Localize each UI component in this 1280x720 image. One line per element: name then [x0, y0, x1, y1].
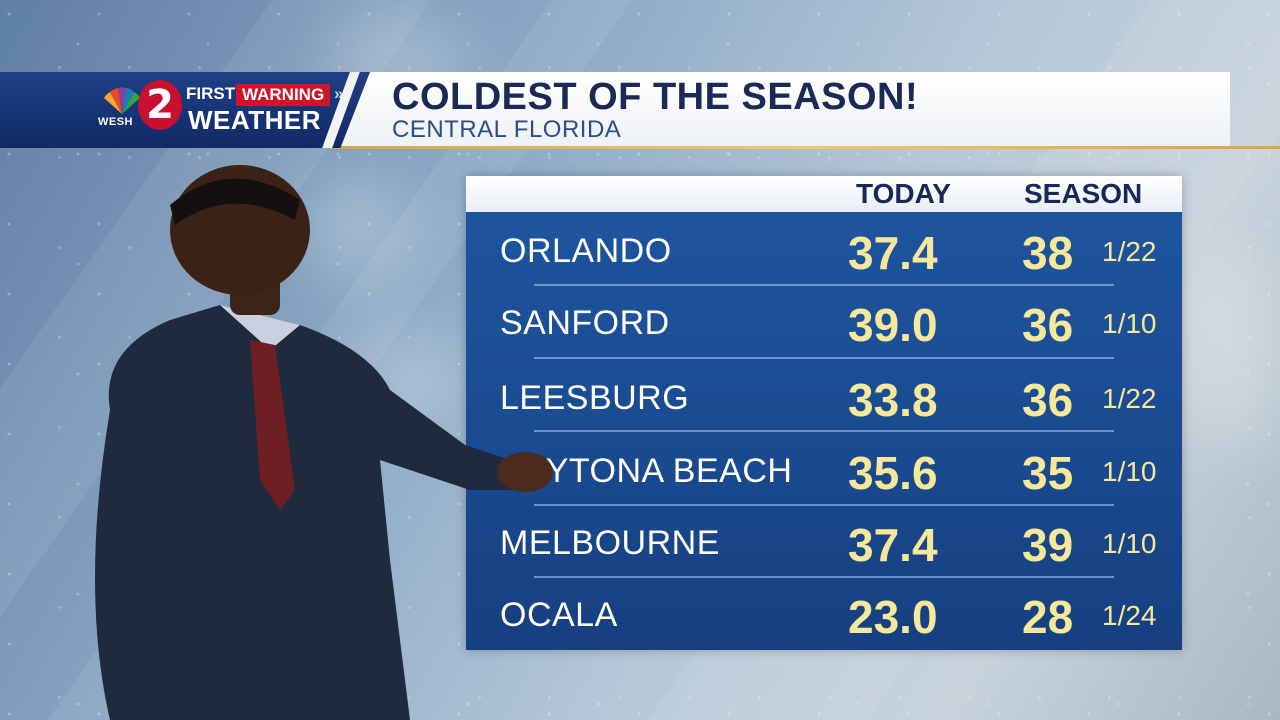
- table-row: ORLANDO 37.4 38 1/22: [466, 214, 1182, 286]
- today-temp: 37.4: [848, 227, 938, 279]
- city-name: ORLANDO: [500, 232, 672, 270]
- season-low: 38: [1022, 227, 1074, 279]
- station-call-letters: WESH: [98, 116, 133, 128]
- warning-label: WARNING: [236, 84, 331, 106]
- station-number: 2: [138, 80, 182, 130]
- today-temp: 39.0: [848, 299, 938, 351]
- season-low: 35: [1022, 447, 1074, 499]
- season-low: 36: [1022, 299, 1074, 351]
- today-temp: 23.0: [848, 591, 938, 643]
- first-label: FIRST: [186, 84, 236, 103]
- station-logo: 2 WESH FIRST WARNING » WEATHER: [0, 72, 370, 148]
- season-low-date: 1/10: [1102, 456, 1157, 487]
- column-header-season: SEASON: [1024, 178, 1143, 209]
- season-low-date: 1/10: [1102, 308, 1157, 339]
- weather-label: WEATHER: [188, 105, 322, 135]
- header-bar: 2 WESH FIRST WARNING » WEATHER COLDEST O…: [0, 72, 1280, 149]
- page-subtitle: CENTRAL FLORIDA: [392, 116, 622, 143]
- row-divider: [534, 576, 1114, 578]
- season-low-date: 1/10: [1102, 528, 1157, 559]
- temperature-table: TODAY SEASON ORLANDO 37.4 38 1/22 SANFOR…: [466, 176, 1182, 650]
- city-name: LEESBURG: [500, 379, 690, 417]
- peacock-icon: [104, 87, 140, 114]
- table-header: TODAY SEASON: [466, 176, 1182, 212]
- today-temp: 35.6: [848, 447, 938, 499]
- presenter-figure: [95, 165, 553, 720]
- table-row: LEESBURG 33.8 36 1/22: [466, 361, 1182, 433]
- table-row: MELBOURNE 37.4 39 1/10: [466, 506, 1182, 578]
- today-temp: 33.8: [848, 374, 938, 426]
- page-title: COLDEST OF THE SEASON!: [392, 76, 919, 118]
- column-header-today: TODAY: [856, 178, 951, 209]
- row-divider: [534, 357, 1114, 359]
- city-name: OCALA: [500, 596, 618, 634]
- today-temp: 37.4: [848, 519, 938, 571]
- header-title-panel: [330, 72, 1230, 146]
- row-divider: [534, 284, 1114, 286]
- table-row: SANFORD 39.0 36 1/10: [466, 286, 1182, 358]
- season-low-date: 1/24: [1102, 600, 1157, 631]
- season-low-date: 1/22: [1102, 383, 1157, 414]
- table-row: DAYTONA BEACH 35.6 35 1/10: [466, 434, 1182, 506]
- row-divider: [534, 430, 1114, 432]
- table-row: OCALA 23.0 28 1/24: [466, 578, 1182, 650]
- season-low-date: 1/22: [1102, 236, 1157, 267]
- chevron-right-icon: »: [334, 84, 344, 103]
- city-name: SANFORD: [500, 304, 670, 342]
- season-low: 39: [1022, 519, 1074, 571]
- city-name: MELBOURNE: [500, 524, 720, 562]
- row-divider: [534, 504, 1114, 506]
- season-low: 36: [1022, 374, 1074, 426]
- header-accent-line: [330, 146, 1280, 149]
- season-low: 28: [1022, 591, 1074, 643]
